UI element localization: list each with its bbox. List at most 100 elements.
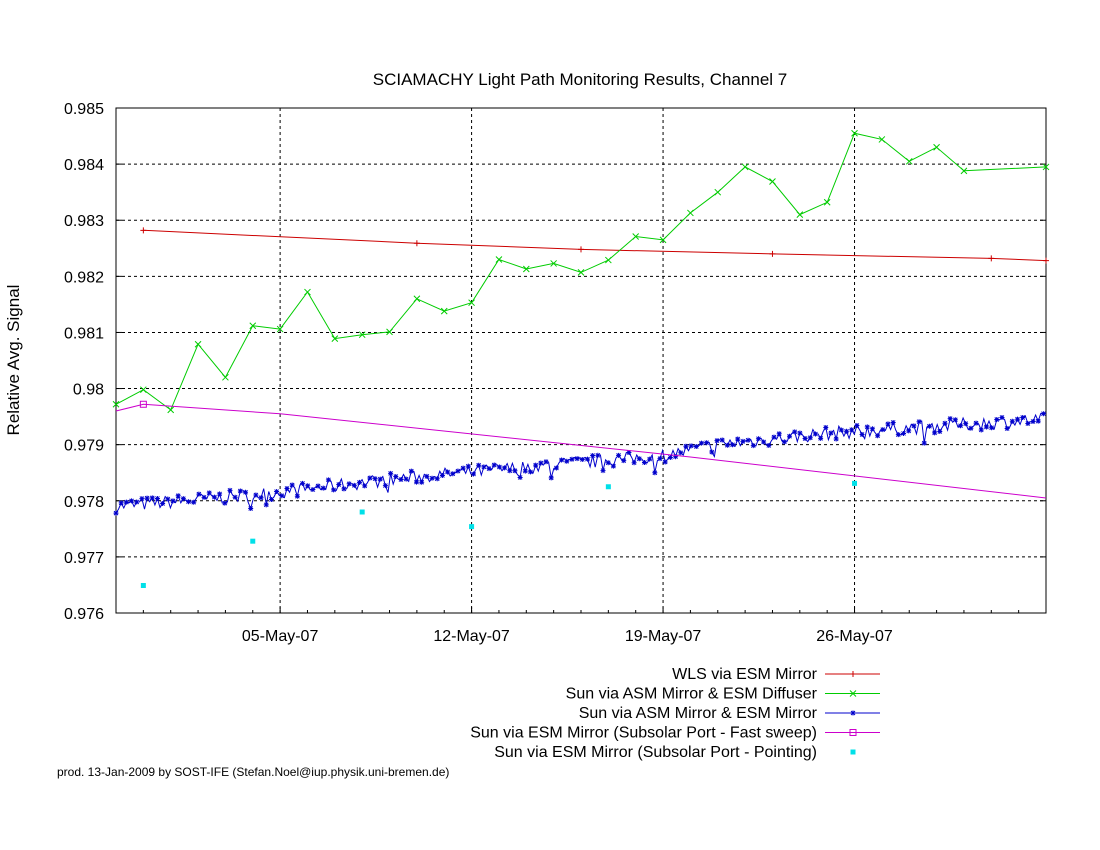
data-point [958, 423, 964, 429]
y-tick-label: 0.981 [64, 325, 104, 342]
data-point [584, 456, 590, 462]
data-point [595, 452, 601, 458]
legend-marker [849, 729, 857, 736]
data-point [880, 427, 886, 433]
data-point [201, 494, 207, 500]
data-point [569, 456, 575, 462]
data-point [678, 450, 684, 456]
data-point [890, 419, 896, 425]
legend-marker [850, 671, 856, 677]
data-point [616, 452, 622, 458]
data-point [140, 583, 146, 589]
data-point [657, 456, 663, 462]
data-point [659, 236, 667, 244]
data-point [476, 462, 482, 468]
data-point [933, 143, 940, 151]
data-point [517, 474, 523, 480]
data-point [470, 471, 476, 477]
x-tick-label: 12-May-07 [433, 628, 510, 645]
plot-frame [115, 107, 1047, 614]
data-point [973, 420, 979, 426]
data-point [952, 417, 958, 423]
data-point [170, 498, 176, 504]
data-point [481, 464, 487, 470]
data-point [388, 470, 394, 476]
data-point [852, 480, 858, 486]
data-point [250, 538, 256, 544]
series-line [115, 403, 1047, 499]
data-point [268, 496, 274, 502]
data-point [382, 483, 388, 489]
data-point [905, 157, 913, 165]
data-point [279, 493, 285, 499]
data-point [217, 491, 223, 497]
data-point [123, 499, 129, 505]
grid-lines [116, 108, 1046, 613]
data-point [522, 468, 528, 474]
data-point [289, 482, 295, 488]
data-point [885, 421, 891, 427]
legend-marker [850, 710, 856, 716]
data-point [325, 477, 331, 483]
data-point [408, 468, 414, 474]
data-point [769, 250, 776, 257]
data-point [667, 454, 673, 460]
data-point [704, 440, 710, 446]
data-point [460, 465, 466, 471]
data-point [507, 468, 513, 474]
data-point [455, 468, 461, 474]
data-point [206, 490, 212, 496]
data-point [578, 246, 584, 253]
data-point [693, 443, 699, 449]
data-point [180, 496, 186, 502]
y-tick-label: 0.977 [64, 550, 104, 567]
data-point [828, 430, 834, 436]
data-point [154, 495, 160, 501]
data-point [854, 423, 860, 429]
data-point [424, 473, 430, 479]
data-point [849, 427, 855, 433]
data-point [139, 400, 147, 408]
data-point [118, 500, 124, 506]
legend-label: Sun via ESM Mirror (Subsolar Port - Poin… [494, 744, 817, 761]
series-line [115, 412, 1047, 514]
data-point [574, 456, 580, 462]
data-point [543, 459, 549, 465]
data-point [139, 496, 145, 502]
data-point [960, 167, 968, 175]
data-point [258, 495, 264, 501]
data-point [112, 400, 120, 408]
data-point [989, 425, 995, 431]
y-tick-label: 0.985 [64, 101, 104, 118]
data-point [274, 489, 280, 495]
data-point [911, 423, 917, 429]
data-point [550, 260, 558, 267]
data-point [730, 442, 736, 448]
data-point [300, 480, 306, 486]
data-point [796, 211, 804, 218]
data-point [838, 427, 844, 433]
data-point [358, 331, 366, 339]
data-point [548, 475, 554, 481]
data-point [237, 488, 243, 494]
data-point [807, 435, 813, 441]
data-point [988, 255, 995, 262]
data-point [999, 415, 1005, 421]
legend-label: Sun via ASM Mirror & ESM Mirror [579, 705, 818, 722]
data-point [486, 466, 492, 472]
data-point [167, 406, 175, 414]
data-point [921, 440, 927, 446]
data-point [377, 476, 383, 482]
data-point [833, 436, 839, 442]
series-2 [112, 129, 1050, 414]
data-point [232, 494, 238, 500]
data-point [869, 426, 875, 432]
data-point [315, 483, 321, 489]
data-point [331, 335, 339, 342]
data-point [978, 427, 984, 433]
data-point [336, 482, 342, 488]
data-point [859, 432, 865, 438]
chart-title: SCIAMACHY Light Path Monitoring Results,… [373, 70, 788, 89]
data-point [741, 163, 749, 171]
data-point [553, 465, 559, 471]
